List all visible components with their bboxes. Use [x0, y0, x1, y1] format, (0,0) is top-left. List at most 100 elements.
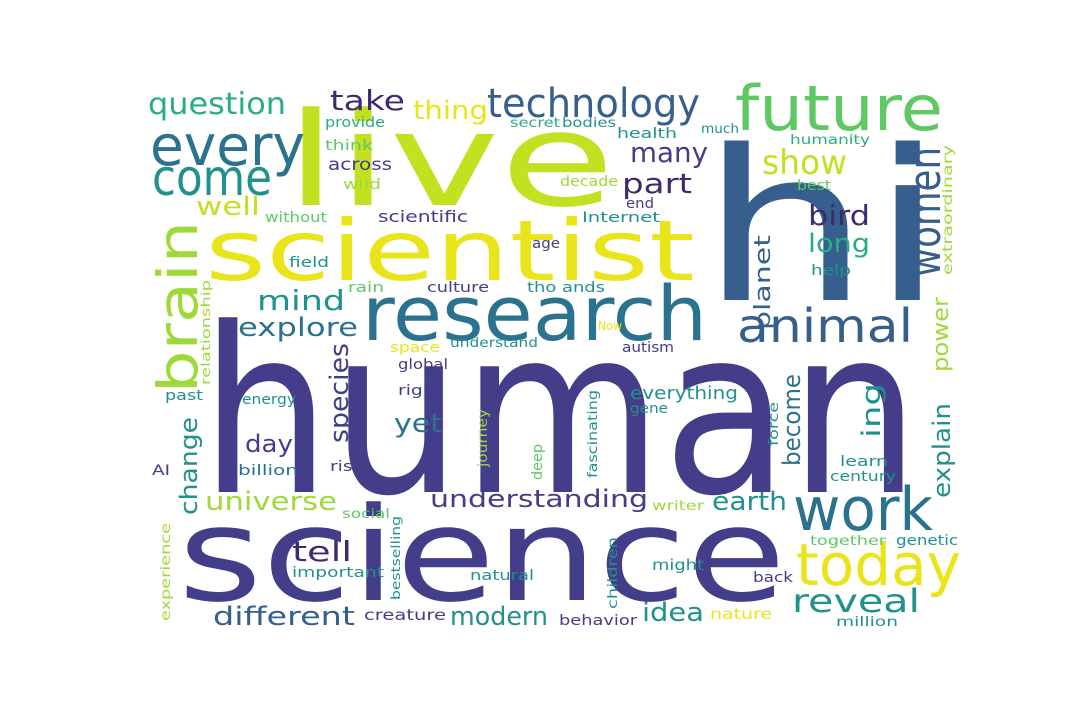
word-space: space [390, 340, 440, 356]
word-across: across [328, 155, 392, 175]
word-women: women [900, 147, 951, 277]
word-earth: earth [712, 487, 787, 517]
word-health: health [617, 126, 677, 142]
word-future: future [735, 72, 943, 145]
word-best: best [797, 178, 832, 194]
word-might: might [652, 556, 704, 574]
word-think: think [325, 138, 374, 154]
word-secret: secret [510, 116, 560, 131]
word-yet: yet [394, 409, 442, 439]
word-become: become [778, 374, 806, 466]
word-help: help [811, 263, 851, 279]
word-explore: explore [238, 313, 358, 343]
word-technology: technology [487, 81, 700, 127]
word-modern: modern [450, 602, 548, 632]
word-billion: billion [238, 463, 298, 479]
word-explain: explain [928, 403, 956, 498]
word-deep: deep [530, 444, 546, 480]
word-brain: brain [146, 221, 210, 393]
word-humanity: humanity [790, 133, 870, 148]
word-culture: culture [427, 280, 489, 296]
word-important: important [292, 565, 385, 581]
word-animal: animal [737, 299, 913, 353]
word-field: field [289, 255, 329, 271]
word-bestselling: bestselling [389, 516, 403, 600]
word-experience: experience [159, 523, 174, 621]
word-energy: energy [242, 392, 296, 408]
word-reveal: reveal [792, 582, 920, 620]
word-natural: natural [470, 568, 534, 584]
word-science: science [178, 479, 786, 631]
word-tell: tell [292, 535, 352, 568]
word-rain: rain [348, 280, 384, 296]
word-question: question [148, 87, 286, 122]
word-now: Now [598, 319, 622, 333]
word-every: every [150, 114, 305, 179]
word-autism: autism [622, 340, 674, 356]
word-show: show [762, 143, 847, 183]
word-century: century [830, 469, 896, 485]
word-come: come [152, 149, 272, 207]
word-day: day [245, 430, 293, 458]
word-understand: understand [450, 336, 538, 351]
word-change: change [175, 417, 203, 515]
word-take: take [330, 84, 405, 117]
word-force: force [767, 402, 782, 446]
word-social: social [342, 507, 390, 522]
word-past: past [165, 388, 204, 404]
word-idea: idea [642, 598, 704, 628]
word-million: million [836, 615, 898, 630]
word-age: age [532, 236, 560, 252]
word-today: today [796, 531, 961, 599]
word-without: without [265, 210, 328, 226]
word-back: back [753, 570, 794, 586]
word-extraordinary: extraordinary [941, 145, 956, 275]
word-together: together [810, 534, 887, 549]
word-ai: AI [152, 463, 170, 479]
word-creature: creature [364, 606, 446, 624]
word-species: species [325, 343, 355, 443]
word-children: children [606, 537, 621, 609]
word-scientist: scientist [205, 202, 695, 300]
word-mind: mind [257, 284, 345, 317]
word-rise: rise [330, 459, 364, 475]
word-ing: ing [857, 383, 887, 438]
word-decade: decade [560, 174, 618, 190]
word-research: research [362, 269, 707, 358]
word-live: live [285, 84, 615, 236]
word-gene: gene [630, 401, 668, 417]
word-internet: Internet [582, 210, 661, 226]
word-right: right [398, 383, 443, 399]
word-tho-ands: tho ands [527, 280, 605, 296]
word-learn: learn [840, 454, 888, 470]
word-long: long [808, 229, 870, 259]
word-genetic: genetic [896, 533, 958, 549]
word-scientific: scientific [378, 207, 468, 226]
word-everything: everything [630, 383, 738, 404]
word-well: well [196, 192, 260, 222]
word-nature: nature [710, 605, 772, 623]
word-writer: writer [652, 499, 705, 514]
word-bodies: bodies [562, 116, 616, 131]
word-human: human [200, 280, 920, 547]
word-different: different [213, 602, 355, 632]
word-thing: thing [413, 96, 488, 126]
word-part: part [622, 167, 692, 200]
word-bird: bird [808, 199, 870, 232]
word-provide: provide [325, 115, 385, 131]
word-many: many [630, 136, 708, 169]
word-hi: hi [700, 105, 945, 350]
word-work: work [793, 475, 933, 545]
word-journey: journey [476, 409, 491, 469]
word-much: much [701, 122, 739, 137]
word-understanding: understanding [430, 485, 648, 513]
word-planet: planet [751, 235, 776, 330]
word-relationship: relationship [199, 280, 213, 385]
word-power: power [929, 296, 954, 372]
word-global: global [398, 357, 448, 373]
word-end: end [626, 196, 654, 212]
word-wild: wild [343, 177, 381, 193]
